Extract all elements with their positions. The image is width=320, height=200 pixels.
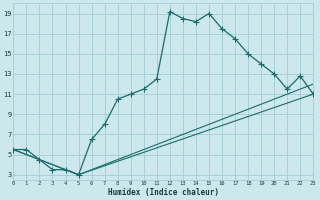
X-axis label: Humidex (Indice chaleur): Humidex (Indice chaleur) — [108, 188, 219, 197]
